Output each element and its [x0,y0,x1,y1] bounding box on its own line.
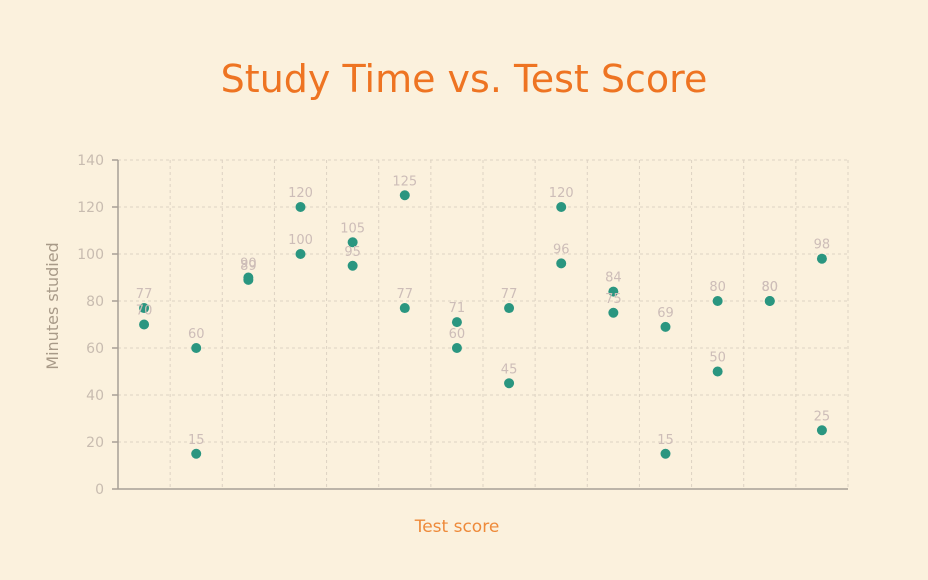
data-label: 77 [136,287,153,302]
data-point [295,249,306,259]
data-label: 120 [549,186,574,201]
axes [112,159,848,490]
data-label: 60 [449,327,466,342]
x-axis-label: Test score [414,517,500,537]
data-point [504,303,515,314]
data-label: 77 [397,287,414,302]
data-point [243,274,254,285]
data-label: 45 [501,362,518,377]
data-label: 80 [762,280,779,295]
data-label: 15 [188,433,205,448]
data-point [608,286,619,297]
data-point [764,296,775,306]
data-label: 75 [605,292,622,307]
data-label: 120 [288,186,313,201]
y-tick-label: 100 [77,247,104,263]
data-label: 90 [240,257,257,272]
data-point [712,366,723,377]
data-point [191,343,202,353]
data-point [660,448,671,459]
data-label: 98 [814,238,831,253]
data-point [608,307,619,318]
data-label: 50 [709,351,726,366]
data-point [399,190,410,201]
data-point [712,296,723,306]
data-point [556,202,567,212]
data-label: 77 [501,287,518,302]
data-point [816,425,827,436]
y-tick-label: 0 [95,482,104,498]
y-tick-label: 20 [86,435,104,451]
y-tick-label: 140 [77,153,104,169]
y-axis-label: Minutes studied [43,242,62,369]
data-point [816,253,827,264]
data-point [504,378,515,389]
data-label: 89 [240,259,257,274]
y-tick-labels: 0 20 40 60 80 100 120 140 [77,153,104,498]
y-tick-label: 60 [86,341,104,357]
data-point [451,317,462,328]
data-point [451,343,462,353]
data-label: 96 [553,242,570,257]
data-point [295,202,306,212]
data-label: 69 [657,306,674,321]
y-tick-label: 40 [86,388,104,404]
data-label: 84 [605,271,622,286]
data-label: 125 [392,174,417,189]
data-point [139,319,150,330]
data-point [347,237,358,248]
data-label: 80 [762,280,779,295]
y-tick-label: 120 [77,200,104,216]
data-point [139,303,150,314]
data-label: 70 [136,304,153,319]
data-points [139,190,827,459]
data-label: 80 [709,280,726,295]
data-label: 71 [449,301,466,316]
data-label: 100 [288,233,313,248]
data-point [556,258,567,269]
data-label: 105 [340,221,365,236]
data-label: 15 [657,433,674,448]
data-label: 95 [344,245,361,260]
data-point [347,260,358,271]
y-tick-label: 80 [86,294,104,310]
grid [118,159,849,489]
data-point [399,303,410,314]
data-point [191,448,202,459]
chart-title: Study Time vs. Test Score [221,57,708,101]
data-point [660,321,671,332]
data-label: 25 [814,409,831,424]
data-label: 60 [188,327,205,342]
